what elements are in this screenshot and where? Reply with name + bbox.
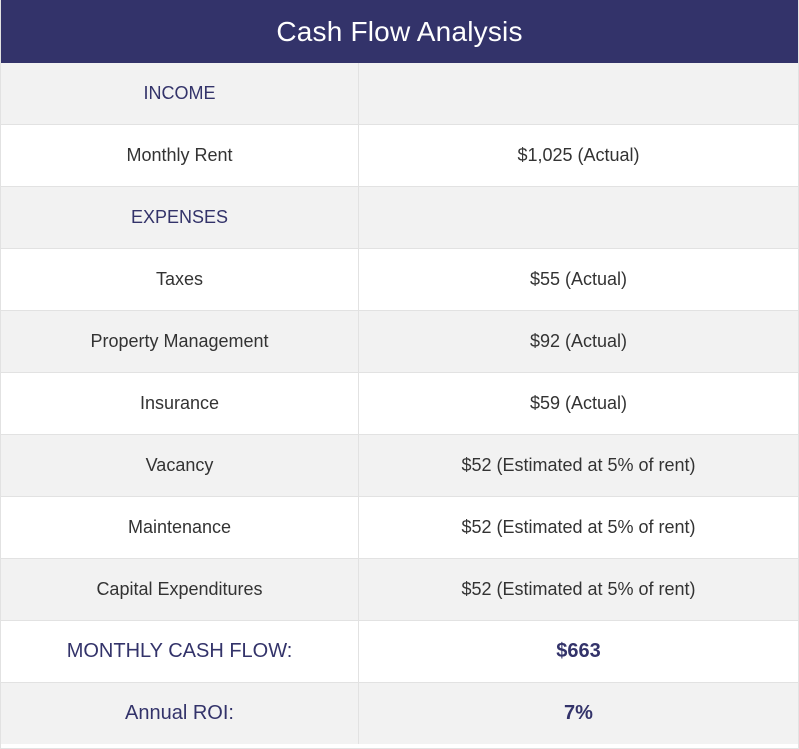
total-label-cash-flow: MONTHLY CASH FLOW: bbox=[1, 620, 359, 683]
cash-flow-table: INCOME Monthly Rent $1,025 (Actual) EXPE… bbox=[1, 63, 798, 744]
table-title: Cash Flow Analysis bbox=[1, 0, 798, 63]
row-label: Capital Expenditures bbox=[1, 558, 359, 621]
row-label: Monthly Rent bbox=[1, 124, 359, 187]
row-value: $52 (Estimated at 5% of rent) bbox=[358, 558, 798, 621]
total-value-cash-flow: $663 bbox=[358, 620, 798, 683]
table-row-monthly-cash-flow: MONTHLY CASH FLOW: $663 bbox=[1, 620, 798, 683]
section-value-income bbox=[358, 63, 798, 125]
table-row-annual-roi: Annual ROI: 7% bbox=[1, 682, 798, 744]
row-label: Maintenance bbox=[1, 496, 359, 559]
row-label: Insurance bbox=[1, 372, 359, 435]
table-row-capital-expenditures: Capital Expenditures $52 (Estimated at 5… bbox=[1, 558, 798, 621]
table-row-expenses-header: EXPENSES bbox=[1, 186, 798, 249]
row-value: $59 (Actual) bbox=[358, 372, 798, 435]
total-value-roi: 7% bbox=[358, 682, 798, 744]
row-value: $52 (Estimated at 5% of rent) bbox=[358, 496, 798, 559]
section-label-income: INCOME bbox=[1, 63, 359, 125]
row-value: $52 (Estimated at 5% of rent) bbox=[358, 434, 798, 497]
total-label-roi: Annual ROI: bbox=[1, 682, 359, 744]
row-label: Taxes bbox=[1, 248, 359, 311]
table-row-taxes: Taxes $55 (Actual) bbox=[1, 248, 798, 311]
table-row-insurance: Insurance $59 (Actual) bbox=[1, 372, 798, 435]
row-value: $1,025 (Actual) bbox=[358, 124, 798, 187]
table-row-vacancy: Vacancy $52 (Estimated at 5% of rent) bbox=[1, 434, 798, 497]
row-label: Vacancy bbox=[1, 434, 359, 497]
row-value: $92 (Actual) bbox=[358, 310, 798, 373]
row-label: Property Management bbox=[1, 310, 359, 373]
section-value-expenses bbox=[358, 186, 798, 249]
table-row-property-management: Property Management $92 (Actual) bbox=[1, 310, 798, 373]
table-row-maintenance: Maintenance $52 (Estimated at 5% of rent… bbox=[1, 496, 798, 559]
table-row-income-header: INCOME bbox=[1, 63, 798, 125]
table-row-monthly-rent: Monthly Rent $1,025 (Actual) bbox=[1, 124, 798, 187]
section-label-expenses: EXPENSES bbox=[1, 186, 359, 249]
row-value: $55 (Actual) bbox=[358, 248, 798, 311]
